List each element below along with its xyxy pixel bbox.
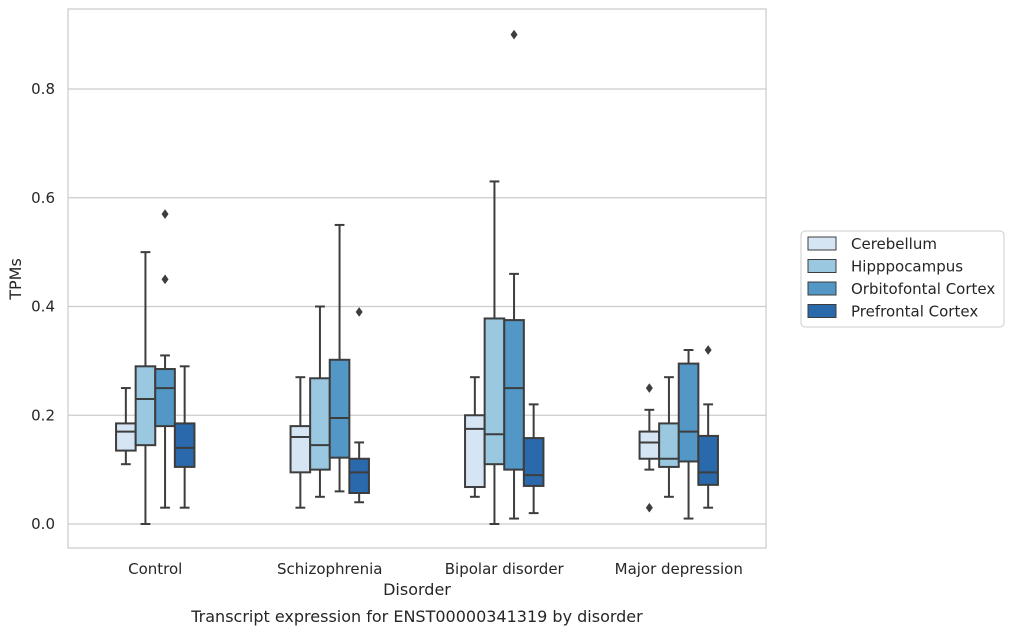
box-hipppocampus: [658, 376, 680, 498]
x-tick-labels: Control Schizophrenia Bipolar disorder Majo…: [128, 560, 743, 578]
box-iqr: [115, 422, 137, 452]
box-prefrontal-cortex: [348, 307, 370, 504]
box-prefrontal-cortex: [697, 345, 719, 509]
outlier-point: [510, 29, 518, 40]
box-cerebellum: [464, 376, 486, 498]
x-tick-label: Schizophrenia: [277, 560, 382, 578]
outlier-point: [645, 502, 653, 513]
box-cerebellum: [289, 376, 312, 509]
outlier-point: [161, 209, 169, 219]
y-tick-label: 0.4: [31, 298, 55, 316]
box-iqr: [483, 317, 506, 466]
box-iqr: [173, 422, 196, 468]
x-tick-label: Bipolar disorder: [445, 560, 565, 578]
outlier-point: [161, 274, 169, 285]
outlier-point: [704, 345, 712, 355]
legend-label: Prefrontal Cortex: [851, 303, 978, 321]
box-hipppocampus: [134, 251, 157, 525]
outlier-point: [355, 307, 363, 317]
legend-label: Orbitofontal Cortex: [851, 280, 995, 298]
box-hipppocampus: [309, 305, 331, 498]
legend: Cerebellum Hipppocampus Orbitofontal Corte…: [800, 230, 1005, 328]
box-prefrontal-cortex: [522, 403, 545, 515]
box-iqr: [697, 434, 719, 486]
box-iqr: [289, 425, 312, 474]
legend-swatch: [807, 281, 837, 296]
box-prefrontal-cortex: [173, 365, 196, 509]
box-orbitofontal-cortex: [677, 349, 700, 520]
y-tick-labels: 0.0 0.2 0.4 0.6 0.8: [31, 80, 55, 533]
y-tick-label: 0.0: [31, 515, 55, 533]
box-cerebellum: [115, 387, 137, 466]
box-cerebellum: [638, 383, 661, 513]
box-iqr: [309, 377, 331, 471]
legend-swatch: [807, 259, 837, 273]
box-iqr: [522, 437, 545, 487]
box-hipppocampus: [483, 180, 506, 525]
box-iqr: [638, 430, 661, 460]
legend-items: Cerebellum Hipppocampus Orbitofontal Corte…: [807, 235, 995, 321]
y-tick-label: 0.8: [31, 80, 55, 98]
x-axis-label: Disorder: [383, 580, 451, 599]
y-tick-label: 0.6: [31, 189, 55, 207]
legend-swatch: [807, 236, 837, 251]
plot-area-frame: [67, 8, 767, 549]
x-tick-label: Major depression: [615, 560, 743, 578]
box-iqr: [658, 422, 680, 468]
box-iqr: [677, 362, 700, 463]
box-iqr: [328, 358, 351, 459]
box-orbitofontal-cortex: [503, 29, 525, 520]
box-iqr: [464, 414, 486, 489]
legend-label: Hipppocampus: [851, 258, 963, 276]
chart-caption: Transcript expression for ENST0000034131…: [190, 607, 643, 626]
legend-label: Cerebellum: [851, 235, 937, 253]
x-tick-label: Control: [128, 560, 182, 578]
box-iqr: [503, 319, 525, 471]
y-axis-label: TPMs: [6, 258, 25, 301]
y-tick-label: 0.2: [31, 406, 55, 424]
box-iqr: [134, 365, 157, 447]
box-orbitofontal-cortex: [154, 209, 176, 509]
box-groups: [115, 29, 719, 525]
box-iqr: [348, 457, 370, 495]
outlier-point: [645, 383, 653, 393]
box-orbitofontal-cortex: [328, 223, 351, 493]
legend-swatch: [807, 304, 837, 318]
box-iqr: [154, 368, 176, 428]
legend-frame: [800, 230, 1005, 328]
